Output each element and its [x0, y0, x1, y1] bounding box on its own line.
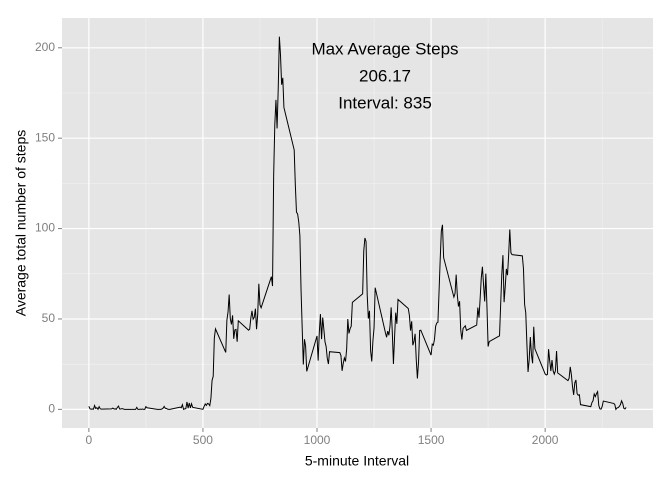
annotation: 206.17 [359, 66, 411, 85]
x-tick-label: 2000 [532, 433, 559, 447]
y-tick-label: 150 [35, 130, 55, 144]
y-tick-label: 100 [35, 221, 55, 235]
y-axis-title: Average total number of steps [13, 130, 29, 317]
annotation: Max Average Steps [311, 39, 458, 58]
x-tick-label: 1000 [304, 433, 331, 447]
x-tick-label: 0 [86, 433, 93, 447]
y-tick-label: 200 [35, 40, 55, 54]
plot-panel [62, 18, 653, 428]
x-tick-label: 500 [193, 433, 213, 447]
data-line [88, 36, 627, 411]
annotation: Interval: 835 [338, 93, 432, 112]
x-tick-label: 1500 [418, 433, 445, 447]
y-tick-label: 0 [48, 402, 55, 416]
y-tick-label: 50 [42, 311, 56, 325]
x-axis-title: 5-minute Interval [305, 453, 409, 469]
